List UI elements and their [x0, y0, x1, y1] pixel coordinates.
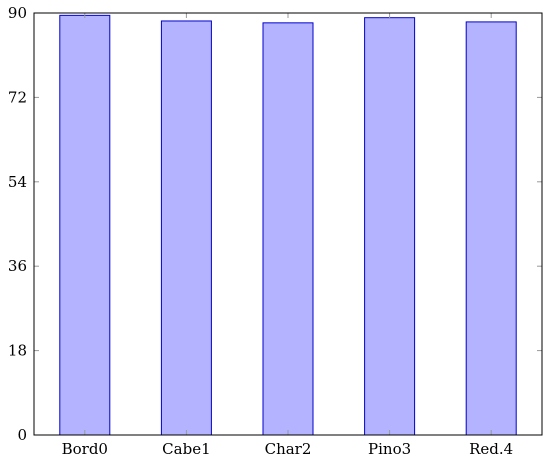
y-tick-labels: 0 18 36 54 72 90	[8, 4, 27, 444]
bars-layer	[59, 14, 517, 436]
y-tick-label: 54	[8, 173, 27, 191]
y-tick-label: 36	[8, 257, 27, 275]
bar-cabe1	[160, 20, 212, 436]
y-tick-label: 90	[8, 4, 27, 22]
bar-char2	[262, 22, 314, 436]
y-tick-label: 0	[17, 426, 27, 444]
x-tick-label: Red.4	[469, 440, 513, 458]
bar-red-4	[465, 21, 517, 436]
y-tick-label: 72	[8, 88, 27, 106]
x-tick-label: Bord0	[62, 440, 108, 458]
x-tick-label: Pino3	[368, 440, 411, 458]
bar-pino3	[364, 17, 416, 436]
x-tick-label: Char2	[265, 440, 312, 458]
x-tick-labels: Bord0 Cabe1 Char2 Pino3 Red.4	[62, 440, 514, 458]
y-tick-label: 18	[8, 342, 27, 360]
x-tick-label: Cabe1	[162, 440, 210, 458]
plot-frame	[33, 12, 543, 436]
bar-bord0	[59, 14, 111, 436]
